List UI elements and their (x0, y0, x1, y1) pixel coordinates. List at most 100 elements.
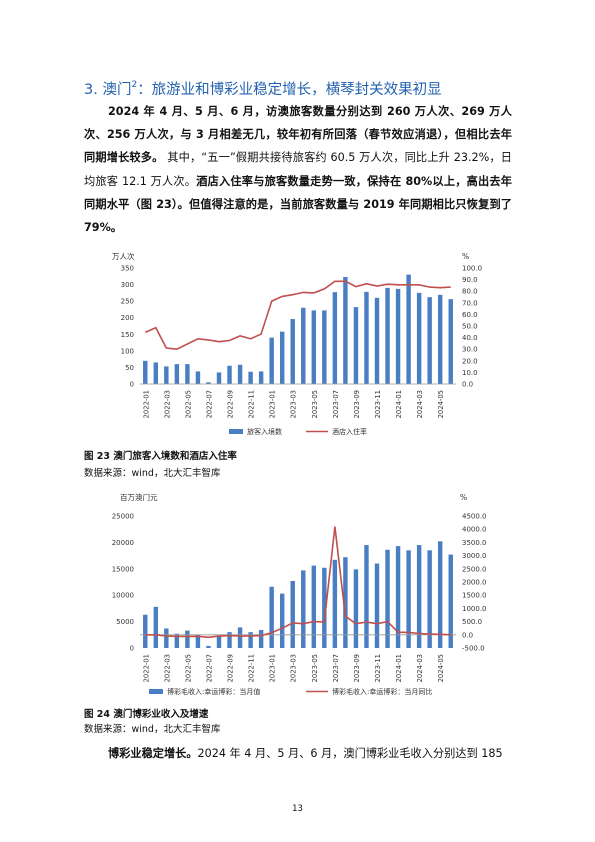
fig23-legend-bar-label: 旅客入境数 (247, 427, 282, 436)
gaming-chart: 百万澳门元 % 0 5000 10000 15000 20000 25000 -500.0 0.0… (112, 492, 487, 696)
fig24-x-tick: 2023-11 (374, 654, 382, 682)
fig23-right-tick: 90.0 (462, 276, 478, 284)
section-heading: 3. 澳门2：旅游业和博彩业稳定增长，横琴封关效果初显 (84, 80, 442, 98)
fig23-right-tick: 30.0 (462, 346, 478, 354)
fig24-left-tick: 15000 (112, 565, 134, 573)
fig24-bar (195, 634, 201, 648)
fig24-x-tick: 2022-09 (227, 654, 235, 682)
fig23-left-tick: 100 (121, 347, 134, 355)
fig23-left-unit: 万人次 (112, 251, 135, 261)
fig23-bar (227, 365, 232, 384)
fig23-right-tick: 50.0 (462, 323, 478, 331)
fig24-bar (269, 586, 274, 648)
fig23-bar (153, 362, 159, 384)
fig24-bar (301, 570, 306, 648)
fig24-x-tick: 2024-01 (395, 654, 403, 682)
fig24-bar (322, 567, 327, 648)
fig23-x-tick: 2022-11 (248, 390, 256, 418)
fig24-x-tick: 2023-09 (353, 654, 361, 682)
fig23-bar (216, 372, 222, 384)
fig23-left-tick: 50 (125, 364, 134, 372)
fig24-line-series (145, 526, 451, 639)
fig24-x-tick: 2023-01 (269, 654, 277, 682)
fig23-x-tick: 2022-09 (227, 390, 235, 418)
fig23-bar (448, 299, 453, 384)
fig23-right-tick: 60.0 (462, 311, 478, 319)
fig24-bar (448, 554, 453, 648)
fig23-legend-bar-swatch (229, 429, 243, 434)
fig23-bar (364, 291, 369, 384)
fig23-bar (269, 337, 274, 384)
fig23-right-tick: 70.0 (462, 299, 478, 307)
fig24-x-tick: 2023-07 (332, 654, 340, 682)
paragraph-gaming-bold: 博彩业稳定增长。 (108, 747, 198, 760)
fig24-left-tick: 10000 (112, 592, 134, 600)
fig23-left-tick: 300 (121, 281, 134, 289)
fig24-right-tick: 1000.0 (462, 605, 487, 613)
fig23-right-tick: 10.0 (462, 369, 478, 377)
fig23-x-tick: 2023-03 (290, 390, 298, 418)
fig23-bar (143, 360, 148, 384)
fig24-bar (185, 630, 190, 648)
fig23-right-tick: 0.0 (462, 381, 473, 389)
fig24-bar (427, 550, 432, 648)
fig23-bar (374, 297, 380, 384)
fig24-bar (153, 606, 159, 648)
fig23-right-tick: 40.0 (462, 334, 478, 342)
fig23-bar (437, 294, 443, 384)
fig24-bar (237, 627, 243, 648)
fig24-bar (364, 545, 369, 648)
fig24-bar (227, 632, 232, 648)
fig24-right-unit: % (460, 493, 467, 502)
fig23-bar (164, 366, 169, 384)
fig23-bar (174, 364, 180, 384)
fig24-left-tick: 20000 (112, 539, 134, 547)
fig24-bar (385, 549, 390, 648)
fig24-bar (406, 550, 411, 648)
figure-24-caption: 图 24 澳门博彩业收入及增速 (84, 709, 209, 720)
fig23-bar (395, 288, 401, 384)
paragraph-gaming: 博彩业稳定增长。2024 年 4 月、5 月、6 月，澳门博彩业毛收入分别达到 … (108, 745, 503, 761)
fig23-x-tick: 2024-05 (437, 390, 445, 418)
fig23-x-tick: 2023-07 (332, 390, 340, 418)
fig24-bar (279, 593, 285, 648)
page-number: 13 (292, 804, 303, 814)
fig23-x-tick: 2022-07 (205, 390, 213, 418)
figure-23-source: 数据来源：wind，北大汇丰智库 (84, 468, 221, 479)
fig23-bar (248, 371, 253, 384)
fig23-right-unit: % (462, 252, 469, 261)
fig23-x-tick: 2023-05 (311, 390, 319, 418)
paragraph-tourism: 2024 年 4 月、5 月、6 月，访澳旅客数量分别达到 260 万人次、26… (84, 100, 512, 239)
fig24-bar (311, 565, 317, 648)
fig24-bar (395, 546, 401, 648)
fig24-left-tick: 25000 (112, 513, 134, 521)
fig24-right-tick: 2000.0 (462, 579, 487, 587)
fig24-left-unit: 百万澳门元 (120, 492, 158, 502)
figure-23-caption: 图 23 澳门旅客入境数和酒店入住率 (84, 451, 237, 462)
tourism-chart: 万人次 % 0 50 100 150 200 250 300 350 0.0 10.0 20.0 30.0… (112, 251, 482, 436)
fig24-right-tick: 500.0 (462, 618, 482, 626)
fig24-bar (353, 569, 359, 648)
fig23-left-tick: 200 (121, 314, 134, 322)
fig23-x-tick: 2023-09 (353, 390, 361, 418)
fig23-bar (353, 307, 359, 384)
fig24-x-tick: 2023-05 (311, 654, 319, 682)
fig24-right-tick: 0.0 (462, 631, 473, 639)
fig23-bar (258, 371, 264, 384)
fig24-x-tick: 2023-03 (290, 654, 298, 682)
fig23-x-tick: 2024-03 (416, 390, 424, 418)
paragraph-plain: 其中，“五一”假期共接待旅客约 60.5 万人次，同比上升 23.2%，日均旅客… (84, 151, 512, 188)
fig23-x-tick: 2023-11 (374, 390, 382, 418)
fig23-bar (416, 292, 422, 384)
fig23-bar (311, 310, 317, 384)
fig23-legend-line-label: 酒店入住率 (332, 427, 367, 436)
fig24-bar (164, 628, 169, 648)
fig23-bar (237, 364, 243, 384)
fig24-right-tick: 1500.0 (462, 592, 487, 600)
fig23-bar (332, 292, 338, 384)
fig23-x-tick: 2024-01 (395, 390, 403, 418)
fig24-left-tick: 5000 (116, 618, 134, 626)
fig24-bar (343, 557, 348, 648)
fig24-legend-bar-swatch (149, 689, 163, 694)
fig23-left-tick: 150 (121, 331, 134, 339)
